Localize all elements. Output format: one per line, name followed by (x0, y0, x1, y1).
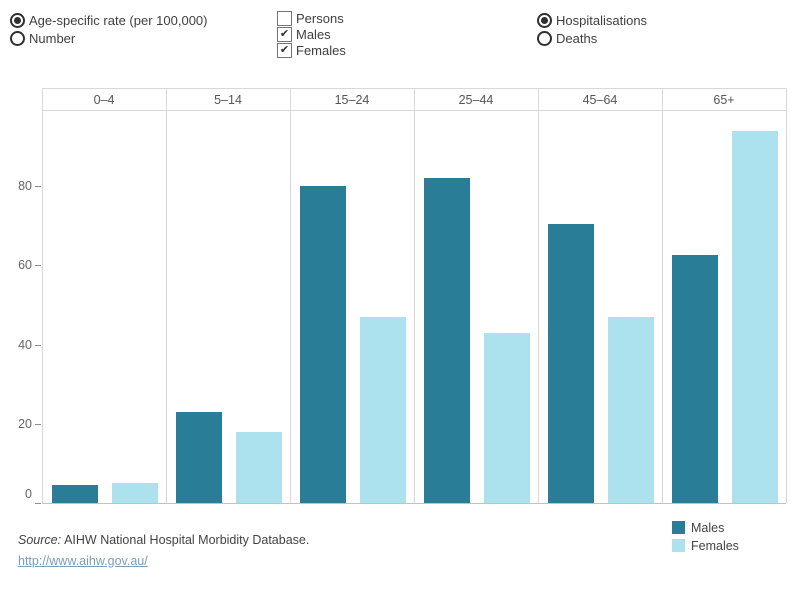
pane-separator (786, 88, 787, 503)
source-note: Source: AIHW National Hospital Morbidity… (18, 529, 309, 571)
column-header-45-64: 45–64 (582, 92, 618, 107)
pane-separator (662, 88, 663, 503)
checkbox-option-label: Persons (296, 11, 344, 26)
radio-option-deaths[interactable]: Deaths (537, 29, 647, 47)
bar-females-65[interactable] (732, 131, 778, 503)
legend-label: Males (691, 520, 725, 535)
radio-selected-dot (14, 16, 21, 24)
y-tick-mark (35, 186, 41, 188)
pane-separator (538, 88, 539, 503)
checkbox-option-persons[interactable]: Persons (277, 10, 346, 27)
bar-males-65[interactable] (672, 255, 718, 503)
legend-label: Females (691, 538, 739, 553)
source-prefix: Source: (18, 532, 62, 547)
source-text: AIHW National Hospital Morbidity Databas… (64, 532, 310, 547)
legend: Males Females (672, 519, 739, 555)
y-tick-mark (35, 423, 41, 425)
y-tick-mark (35, 503, 41, 504)
pane-separator (290, 88, 291, 503)
radio-option-number[interactable]: Number (10, 29, 207, 47)
pane-separator (414, 88, 415, 503)
metric-option-label: Hospitalisations (556, 12, 648, 28)
checkbox-option-males[interactable]: ✔ Males (277, 26, 346, 43)
radio-selected-dot (541, 16, 548, 24)
column-header-25-44: 25–44 (458, 92, 494, 107)
source-link-line: http://www.aihw.gov.au/ (18, 550, 309, 571)
pane-separator (166, 88, 167, 503)
measure-option-label: Age-specific rate (per 100,000) (29, 12, 208, 28)
bar-females-5-14[interactable] (236, 432, 282, 503)
metric-radio-group: Hospitalisations Deaths (537, 11, 647, 47)
radio-icon[interactable] (10, 12, 25, 28)
checkbox-icon[interactable]: ✔ (277, 27, 292, 42)
radio-icon[interactable] (537, 12, 552, 28)
checkbox-option-females[interactable]: ✔ Females (277, 42, 346, 59)
metric-option-label: Deaths (556, 30, 598, 46)
pane-separator (42, 88, 43, 503)
column-header-0-4: 0–4 (93, 92, 115, 107)
legend-item-males[interactable]: Males (672, 519, 739, 536)
checkbox-option-label: Males (296, 27, 331, 42)
checkbox-option-label: Females (296, 43, 346, 58)
source-line: Source: AIHW National Hospital Morbidity… (18, 529, 309, 550)
zero-baseline (42, 503, 786, 504)
y-tick-label-0: 0 (25, 487, 32, 501)
column-header-5-14: 5–14 (214, 92, 242, 107)
radio-icon[interactable] (537, 30, 552, 46)
sex-filter-checkbox-group: Persons ✔ Males ✔ Females (277, 10, 346, 59)
y-tick-label-60: 60 (18, 258, 32, 273)
radio-option-hospitalisations[interactable]: Hospitalisations (537, 11, 647, 29)
bar-females-0-4[interactable] (112, 483, 158, 503)
bar-males-15-24[interactable] (300, 186, 346, 503)
y-tick-label-80: 80 (18, 179, 32, 194)
y-tick-mark (35, 344, 41, 346)
bar-females-25-44[interactable] (484, 333, 530, 503)
legend-item-females[interactable]: Females (672, 537, 739, 554)
bar-females-15-24[interactable] (360, 317, 406, 503)
y-tick-label-40: 40 (18, 337, 32, 352)
legend-swatch-females (672, 539, 685, 552)
column-header-65: 65+ (713, 92, 735, 107)
source-link[interactable]: http://www.aihw.gov.au/ (18, 553, 148, 568)
y-tick-mark (35, 265, 41, 267)
column-header-15-24: 15–24 (334, 92, 370, 107)
radio-option-age-specific-rate-per-100-000[interactable]: Age-specific rate (per 100,000) (10, 11, 207, 29)
bar-males-0-4[interactable] (52, 485, 98, 503)
y-tick-label-20: 20 (18, 416, 32, 431)
checkbox-icon[interactable] (277, 11, 292, 26)
bar-males-45-64[interactable] (548, 224, 594, 503)
bar-males-25-44[interactable] (424, 178, 470, 503)
bar-males-5-14[interactable] (176, 412, 222, 503)
measure-radio-group: Age-specific rate (per 100,000) Number (10, 11, 207, 47)
bar-females-45-64[interactable] (608, 317, 654, 503)
measure-option-label: Number (29, 30, 76, 46)
legend-swatch-males (672, 521, 685, 534)
checkbox-icon[interactable]: ✔ (277, 43, 292, 58)
radio-icon[interactable] (10, 30, 25, 46)
